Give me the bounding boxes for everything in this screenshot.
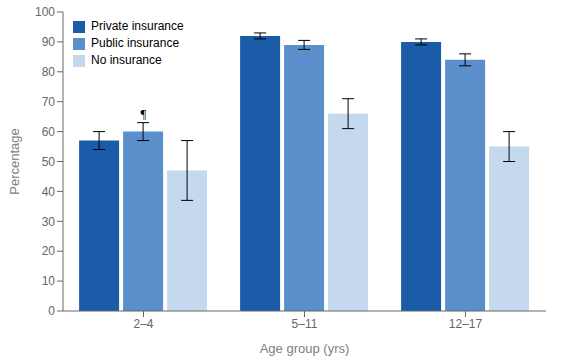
svg-text:2–4: 2–4 [133, 317, 153, 331]
svg-text:Percentage: Percentage [8, 128, 22, 195]
svg-text:80: 80 [42, 65, 56, 79]
svg-text:0: 0 [48, 304, 55, 318]
html-text:Public insurance: Public insurance [91, 36, 180, 50]
svg-text:70: 70 [42, 95, 56, 109]
svg-text:12–17: 12–17 [449, 317, 483, 331]
svg-text:100: 100 [35, 5, 55, 19]
svg-text:90: 90 [42, 35, 56, 49]
svg-text:¶: ¶ [141, 106, 147, 121]
svg-text:50: 50 [42, 155, 56, 169]
svg-text:5–11: 5–11 [292, 317, 318, 331]
svg-text:20: 20 [42, 244, 56, 258]
svg-text:Age group (yrs): Age group (yrs) [260, 341, 350, 356]
html-text:Private insurance: Private insurance [91, 19, 184, 33]
html-text:No insurance: No insurance [91, 53, 162, 67]
svg-text:60: 60 [42, 125, 56, 139]
svg-text:10: 10 [42, 274, 56, 288]
svg-text:40: 40 [42, 185, 56, 199]
svg-text:30: 30 [42, 215, 56, 229]
